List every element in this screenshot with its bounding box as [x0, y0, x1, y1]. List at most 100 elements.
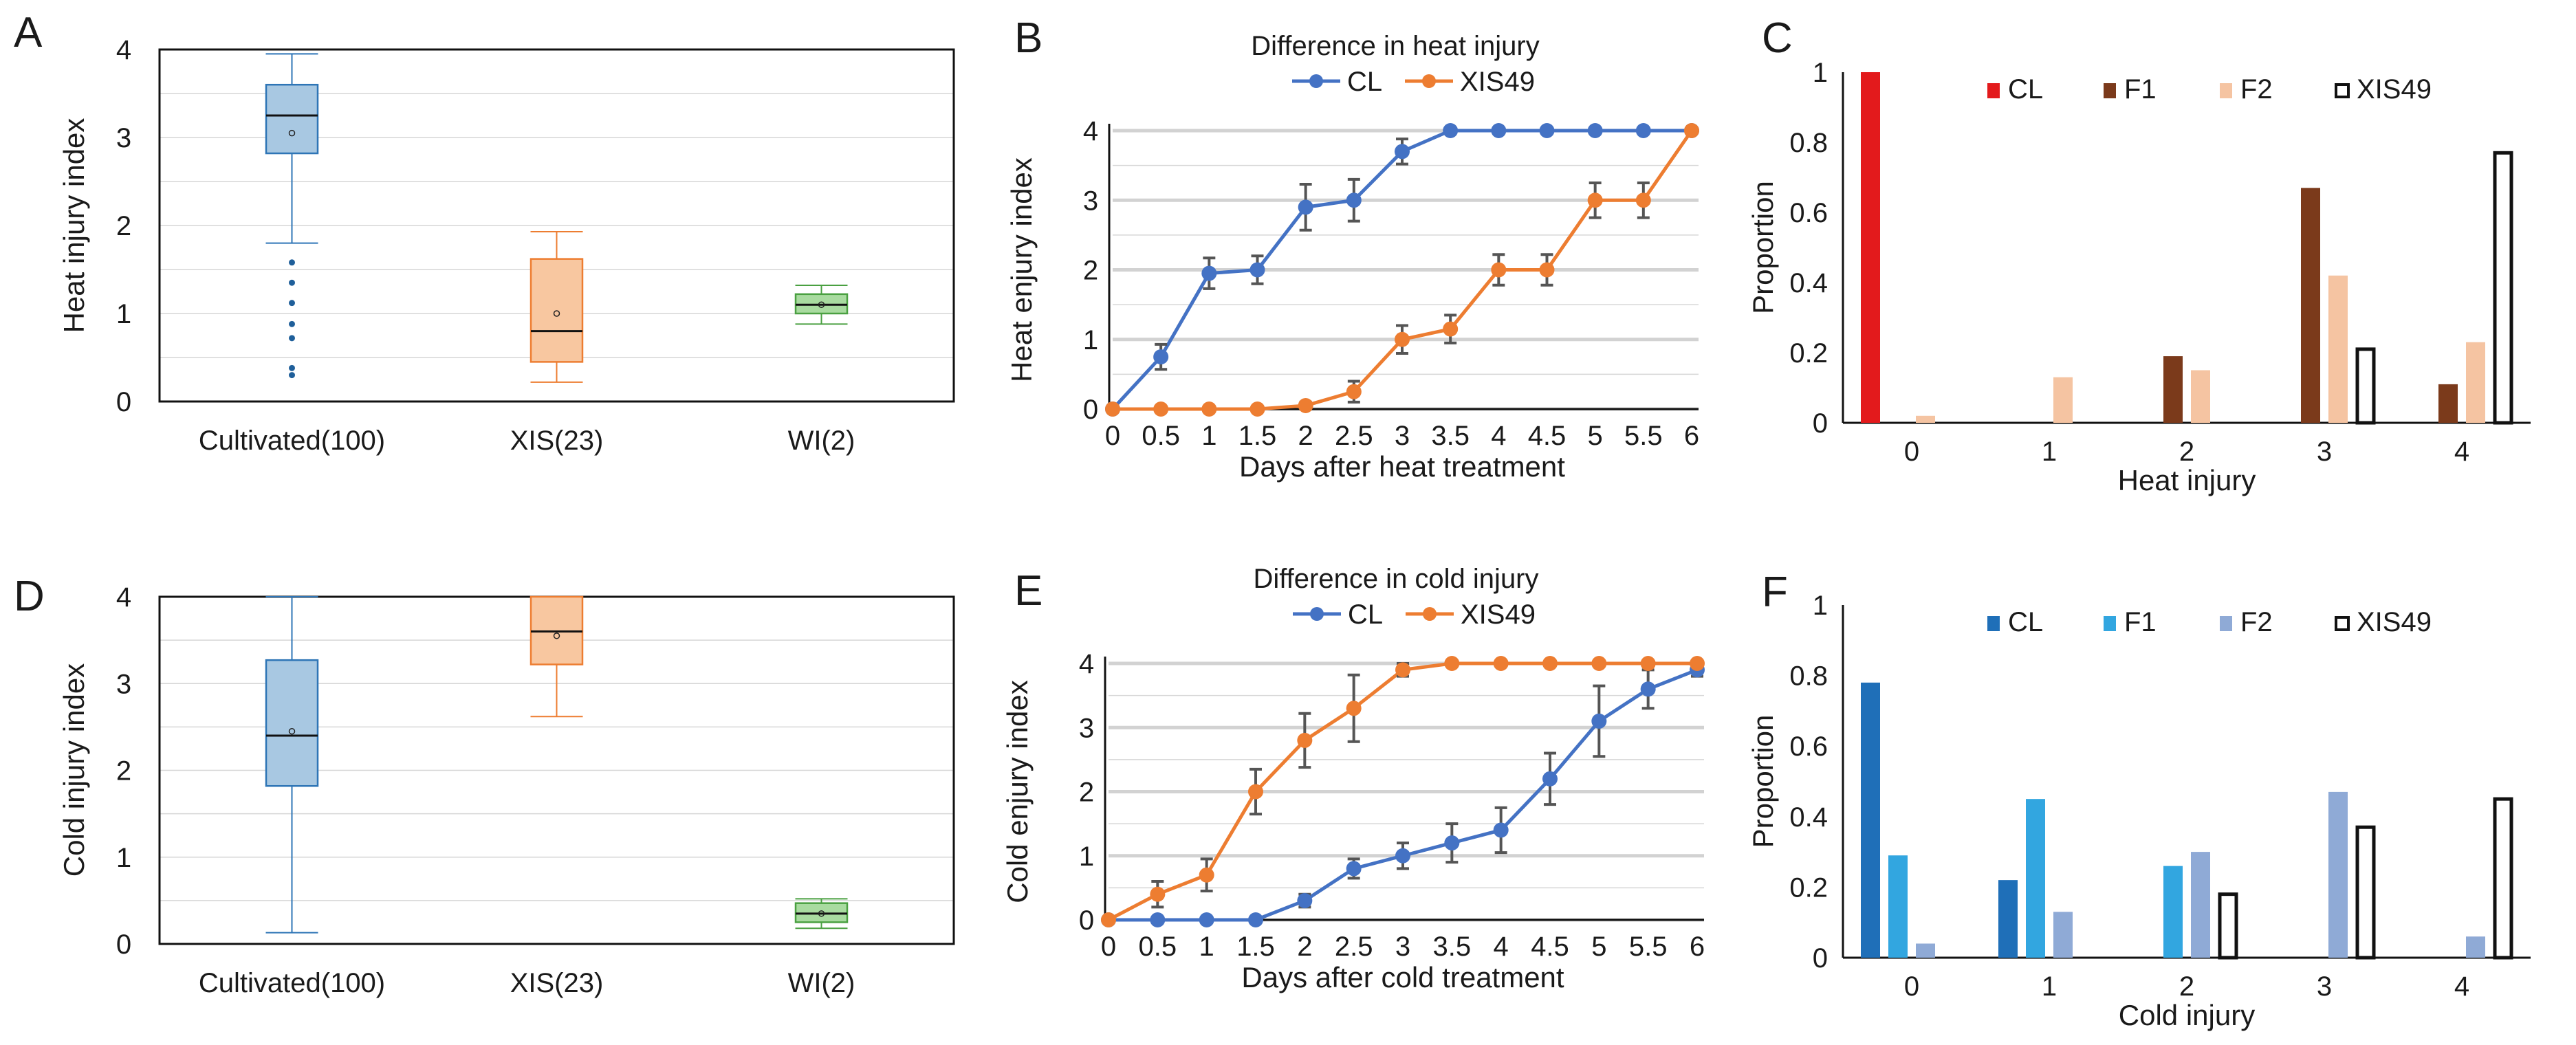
y-axis-title: Cold enjury index — [1001, 680, 1034, 903]
data-point — [1346, 861, 1362, 877]
x-tick-label: 1 — [2042, 437, 2057, 467]
x-tick-label: 4.5 — [1528, 421, 1567, 451]
data-point — [1346, 701, 1362, 716]
box-body — [530, 258, 584, 363]
legend-marker — [1309, 74, 1323, 88]
y-tick-label: 2 — [116, 211, 131, 241]
data-point — [1539, 123, 1555, 138]
data-point — [1443, 321, 1459, 337]
y-tick-label: 0.8 — [1789, 128, 1828, 158]
bar-XIS49 — [2493, 797, 2513, 960]
bar-CL — [1861, 72, 1880, 423]
x-tick-label: Cultivated(100) — [199, 426, 385, 456]
x-tick-label: 2 — [2179, 437, 2194, 467]
x-tick-label: WI(2) — [788, 426, 855, 456]
bar-F2 — [2466, 936, 2485, 958]
data-point — [1150, 912, 1166, 927]
y-tick-label: 0.4 — [1789, 268, 1828, 298]
data-point — [1443, 123, 1459, 138]
series-CL — [1105, 123, 1699, 417]
x-tick-label: WI(2) — [788, 968, 855, 998]
legend-swatch — [2335, 616, 2350, 631]
data-point — [1201, 402, 1217, 417]
panel-C: C 0 0.2 0.4 0.6 0.8 1 0 1 2 3 4 CL F1 F2 XIS49 Heat inju… — [1747, 14, 2531, 496]
data-point — [1150, 886, 1166, 902]
bar-XIS49 — [2218, 892, 2238, 960]
y-tick-label: 2 — [116, 756, 131, 786]
mean-marker — [553, 310, 560, 317]
data-point — [1346, 384, 1362, 399]
x-tick-label: 2.5 — [1335, 932, 1373, 962]
data-point — [1690, 656, 1705, 671]
x-axis-title: Cold injury — [2119, 999, 2255, 1031]
panel-letter: F — [1762, 569, 1788, 616]
y-tick-label: 4 — [1083, 116, 1098, 146]
bar-F2 — [2191, 852, 2210, 958]
y-axis-title: Heat injury index — [58, 118, 90, 333]
y-tick-label: 0.2 — [1789, 872, 1828, 903]
y-tick-label: 1 — [1813, 591, 1828, 621]
legend-swatch — [2104, 616, 2116, 631]
panel-letter: C — [1762, 14, 1793, 62]
legend-label: F1 — [2124, 74, 2157, 104]
data-point — [1444, 656, 1460, 671]
bar-XIS49 — [2355, 825, 2376, 960]
legend-marker — [1423, 607, 1437, 621]
legend-swatch — [2220, 616, 2232, 631]
data-point — [1105, 402, 1120, 417]
bar-F2 — [1916, 415, 1935, 423]
outlier-point — [289, 364, 295, 371]
legend-label: XIS49 — [2357, 607, 2432, 637]
mean-marker — [553, 632, 560, 639]
data-point — [1591, 656, 1607, 671]
data-point — [1539, 262, 1555, 278]
box-Cultivated(100) — [265, 596, 319, 934]
bar-F2 — [2328, 791, 2348, 958]
data-point — [1591, 713, 1607, 729]
x-tick-label: 2.5 — [1335, 421, 1373, 451]
data-point — [1395, 662, 1410, 678]
data-point — [1640, 656, 1656, 671]
y-axis-title: Cold injury index — [58, 663, 90, 877]
x-axis-title: Days after heat treatment — [1239, 450, 1565, 483]
x-tick-label: XIS(23) — [510, 968, 604, 998]
y-axis-title: Proportion — [1747, 715, 1779, 848]
data-point — [1201, 265, 1217, 281]
legend-swatch — [1987, 83, 2000, 98]
legend-swatch — [2220, 83, 2232, 98]
x-tick-label: 6 — [1690, 932, 1705, 962]
bar-F1 — [2163, 866, 2183, 958]
data-point — [1684, 123, 1699, 138]
series-line — [1109, 668, 1698, 922]
y-tick-label: 0.6 — [1789, 198, 1828, 228]
bar-XIS49 — [2493, 151, 2513, 425]
bar-F2 — [2328, 275, 2348, 423]
x-axis-title: Days after cold treatment — [1241, 961, 1564, 993]
data-point — [1248, 912, 1263, 927]
series-XIS49 — [1105, 123, 1699, 417]
legend-label: XIS49 — [1460, 67, 1535, 97]
box-Cultivated(100) — [265, 53, 319, 379]
x-tick-label: 4 — [2454, 437, 2469, 467]
panel-letter: D — [14, 573, 45, 620]
data-point — [1298, 397, 1313, 413]
bar-F1 — [2026, 799, 2045, 958]
legend-label: XIS49 — [1461, 600, 1536, 630]
box-WI(2) — [794, 898, 849, 930]
data-point — [1248, 784, 1263, 800]
y-tick-label: 1 — [1079, 842, 1094, 872]
x-tick-label: 0.5 — [1139, 932, 1177, 962]
x-tick-label: 4.5 — [1531, 932, 1569, 962]
y-tick-label: 0.8 — [1789, 661, 1828, 692]
data-point — [1199, 912, 1214, 927]
y-tick-label: 0 — [1083, 395, 1098, 425]
x-tick-label: 0 — [1105, 421, 1120, 451]
x-tick-label: 5.5 — [1629, 932, 1668, 962]
outlier-point — [289, 320, 295, 327]
x-tick-label: 0 — [1101, 932, 1116, 962]
x-tick-label: 2 — [2179, 971, 2194, 1002]
bar-F2 — [1916, 943, 1935, 958]
x-tick-label: 0.5 — [1142, 421, 1180, 451]
x-tick-label: XIS(23) — [510, 426, 604, 456]
